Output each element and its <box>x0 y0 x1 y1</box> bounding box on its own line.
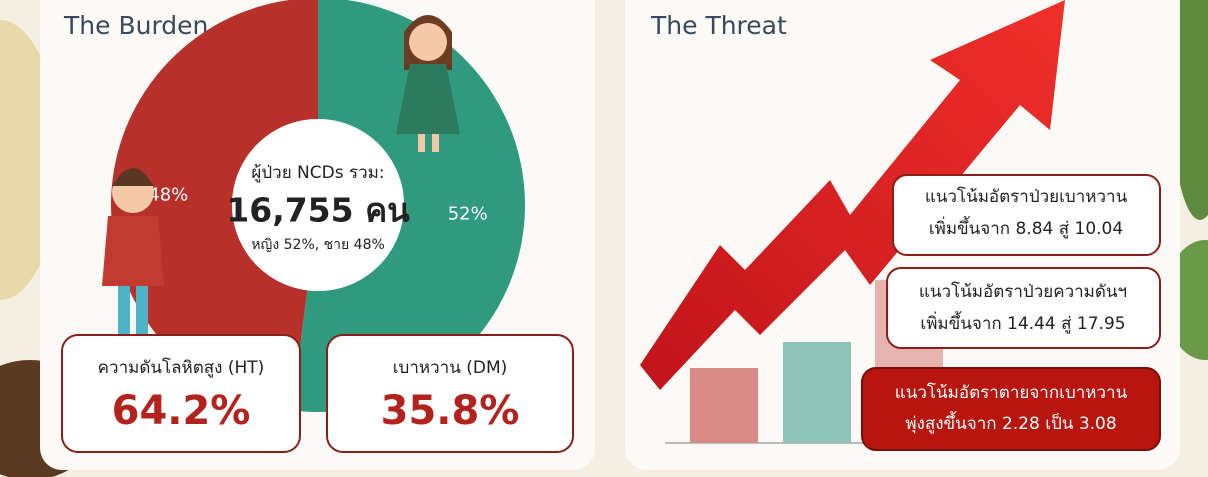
center-split: หญิง 52%, ชาย 48% <box>251 237 385 253</box>
woman-icon <box>396 15 460 152</box>
donut-slice <box>292 0 525 412</box>
card-label: เบาหวาน (DM) <box>393 358 508 378</box>
decor-bar <box>690 368 758 443</box>
donut-hole <box>232 119 404 291</box>
slice-label: 48% <box>148 185 188 206</box>
panel-title: The Burden <box>63 11 208 40</box>
center-total: 16,755 คน <box>226 191 410 230</box>
note-text: พุ่งสูงขึ้นจาก 2.28 เป็น 3.08 <box>905 411 1116 434</box>
stat-card <box>61 334 301 453</box>
donut-slice <box>111 0 318 411</box>
slice-label: 52% <box>448 203 488 224</box>
card-value: 35.8% <box>381 388 520 434</box>
note-text: เพิ่มขึ้นจาก 14.44 สู่ 17.95 <box>920 311 1125 334</box>
center-label: ผู้ป่วย NCDs รวม: <box>251 163 384 183</box>
man-icon <box>102 168 164 336</box>
note-box <box>861 367 1161 451</box>
donut: 52% 48% <box>111 0 525 412</box>
note-text: แนวโน้มอัตราตายจากเบาหวาน <box>895 382 1128 403</box>
card-value: 64.2% <box>112 388 251 434</box>
stat-card <box>326 334 574 453</box>
note-text: แนวโน้มอัตราป่วยเบาหวาน <box>925 186 1128 207</box>
note-text: เพิ่มขึ้นจาก 8.84 สู่ 10.04 <box>929 216 1123 239</box>
note-box <box>892 174 1161 256</box>
panel-title: The Threat <box>650 11 787 40</box>
card-label: ความดันโลหิตสูง (HT) <box>98 357 265 378</box>
decor-bar <box>783 342 851 443</box>
note-box <box>886 267 1161 349</box>
note-text: แนวโน้มอัตราป่วยความดันฯ <box>919 281 1127 302</box>
trend-arrow <box>640 0 1065 390</box>
